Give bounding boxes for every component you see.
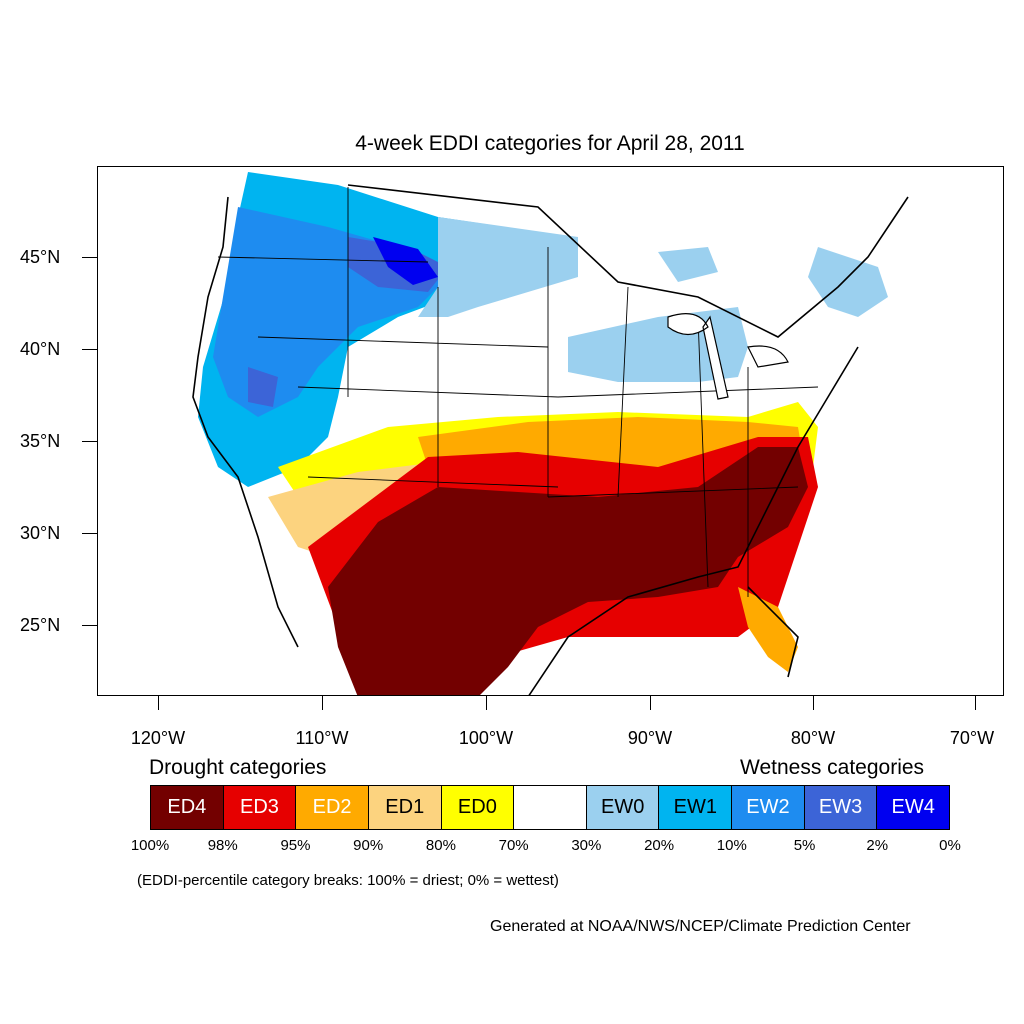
legend-cell-ed3: ED3 bbox=[223, 786, 297, 829]
lat-tick bbox=[82, 533, 97, 534]
lat-label-40n: 40°N bbox=[20, 339, 61, 359]
great-lakes bbox=[667, 313, 789, 400]
lon-tick bbox=[322, 696, 323, 710]
lon-label-120w: 120°W bbox=[130, 728, 186, 748]
lat-label-45n: 45°N bbox=[20, 247, 61, 267]
lon-tick bbox=[975, 696, 976, 710]
percentile-break-label: 98% bbox=[207, 837, 238, 854]
percentile-break-label: 20% bbox=[644, 837, 675, 854]
percentile-break-label: 30% bbox=[571, 837, 602, 854]
wet-region-ew0-northeast bbox=[658, 247, 888, 317]
legend-cell-neutral bbox=[514, 786, 587, 829]
drought-categories-heading: Drought categories bbox=[149, 756, 327, 779]
state-borders bbox=[217, 187, 819, 597]
lon-tick bbox=[158, 696, 159, 710]
lon-tick bbox=[486, 696, 487, 710]
lon-label-80w: 80°W bbox=[790, 728, 836, 748]
percentile-break-label: 10% bbox=[716, 837, 747, 854]
lon-label-100w: 100°W bbox=[458, 728, 514, 748]
us-coastline bbox=[192, 184, 909, 695]
drought-region-florida bbox=[738, 587, 798, 672]
percentile-break-label: 95% bbox=[280, 837, 311, 854]
percentile-break-label: 100% bbox=[130, 837, 170, 854]
legend-cell-ew1: EW1 bbox=[659, 786, 733, 829]
wet-region-ew4 bbox=[373, 237, 438, 285]
legend-cell-ew2: EW2 bbox=[732, 786, 805, 829]
legend-cell-ew3: EW3 bbox=[804, 786, 878, 829]
legend-cell-ew0: EW0 bbox=[586, 786, 660, 829]
lon-tick bbox=[650, 696, 651, 710]
lat-tick bbox=[82, 349, 97, 350]
lon-label-110w: 110°W bbox=[295, 728, 349, 748]
legend-cell-ed0: ED0 bbox=[441, 786, 515, 829]
map-title: 4-week EDDI categories for April 28, 201… bbox=[355, 132, 745, 155]
drought-region-ed4 bbox=[328, 447, 808, 695]
lat-tick bbox=[82, 257, 97, 258]
credit-line: Generated at NOAA/NWS/NCEP/Climate Predi… bbox=[490, 918, 911, 935]
wet-region-ew3 bbox=[248, 237, 448, 407]
lat-label-25n: 25°N bbox=[20, 615, 61, 635]
us-map-canvas bbox=[192, 172, 909, 695]
percentile-break-label: 80% bbox=[425, 837, 456, 854]
category-note: (EDDI-percentile category breaks: 100% =… bbox=[137, 872, 559, 889]
wetness-categories-heading: Wetness categories bbox=[740, 756, 925, 779]
lat-label-35n: 35°N bbox=[20, 431, 61, 451]
percentile-break-label: 90% bbox=[353, 837, 384, 854]
lat-tick bbox=[82, 441, 97, 442]
eddi-map bbox=[97, 166, 1004, 696]
lat-label-30n: 30°N bbox=[20, 523, 61, 543]
legend-cell-ed2: ED2 bbox=[296, 786, 369, 829]
percentile-break-label: 70% bbox=[498, 837, 529, 854]
lon-tick bbox=[813, 696, 814, 710]
legend-cell-ed1: ED1 bbox=[368, 786, 442, 829]
percentile-break-label: 5% bbox=[793, 837, 816, 854]
wet-region-ew0-north bbox=[418, 217, 578, 317]
lon-label-90w: 90°W bbox=[627, 728, 673, 748]
category-legend-bar: ED4 ED3 ED2 ED1 ED0 EW0 EW1 EW2 EW3 EW4 bbox=[150, 785, 950, 830]
lon-label-70w: 70°W bbox=[949, 728, 995, 748]
legend-cell-ed4: ED4 bbox=[151, 786, 224, 829]
lat-tick bbox=[82, 625, 97, 626]
legend-cell-ew4: EW4 bbox=[877, 786, 950, 829]
percentile-break-label: 2% bbox=[866, 837, 889, 854]
percentile-break-label: 0% bbox=[939, 837, 961, 854]
